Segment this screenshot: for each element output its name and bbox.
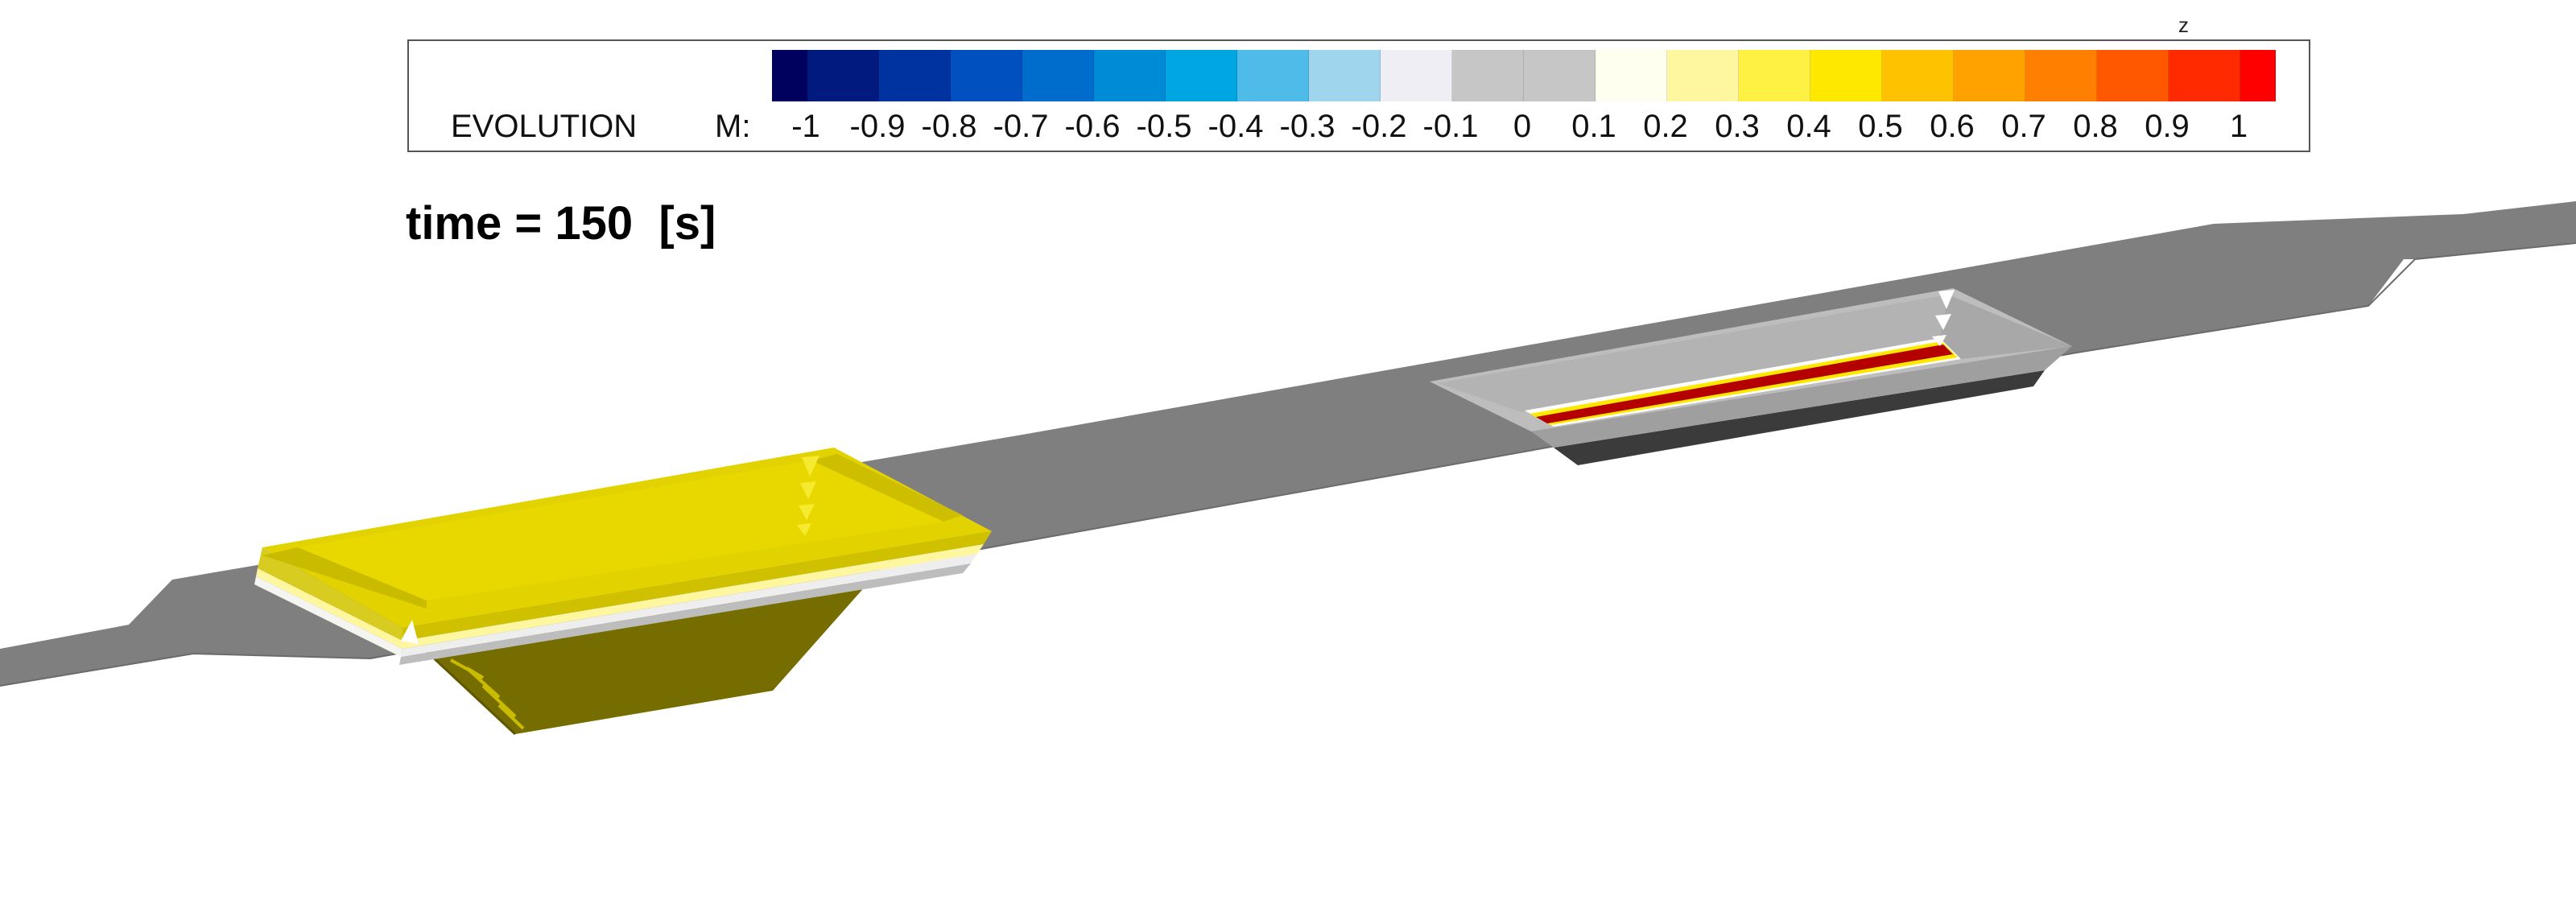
time-label: time = 150 [s] xyxy=(406,197,716,250)
legend-tick-label: 1 xyxy=(2229,109,2248,144)
legend-swatch xyxy=(1810,50,1882,101)
right-pit-underside xyxy=(1554,370,2045,465)
legend-swatch xyxy=(1094,50,1166,101)
legend-swatch xyxy=(1237,50,1309,101)
legend-tick-label: -0.2 xyxy=(1351,109,1407,144)
legend-tick-label: -0.4 xyxy=(1208,109,1264,144)
legend-swatch xyxy=(807,50,879,101)
legend-tick-label: 0.2 xyxy=(1643,109,1688,144)
legend-tick-label: 0.1 xyxy=(1571,109,1616,144)
legend-swatch xyxy=(1667,50,1739,101)
legend-swatch xyxy=(1166,50,1237,101)
legend-tick-label: -1 xyxy=(791,109,820,144)
time-text: time xyxy=(406,197,502,250)
left-pit xyxy=(254,448,992,736)
legend-swatch xyxy=(1022,50,1094,101)
legend-tick-label: 0.8 xyxy=(2073,109,2118,144)
legend-tick-label: 0.5 xyxy=(1858,109,1903,144)
legend-swatch xyxy=(1739,50,1810,101)
legend-tick-label: 0.6 xyxy=(1930,109,1975,144)
legend-swatches xyxy=(772,50,2276,101)
seabed-edge xyxy=(0,242,2576,687)
legend-title: EVOLUTION xyxy=(451,109,638,144)
legend-swatch xyxy=(1309,50,1381,101)
color-legend: EVOLUTION M: -1 -0.9 -0.8 -0.7 -0.6 -0.5 -0.4-… xyxy=(407,39,2310,152)
legend-swatch xyxy=(879,50,951,101)
legend-swatch xyxy=(1954,50,2025,101)
legend-swatch xyxy=(1596,50,1667,101)
legend-swatch xyxy=(2169,50,2240,101)
legend-tick-label: 0.7 xyxy=(2001,109,2046,144)
legend-tick-label: 0 xyxy=(1513,109,1532,144)
legend-tick-label: 0.3 xyxy=(1715,109,1760,144)
legend-tick-label: -0.5 xyxy=(1136,109,1192,144)
right-pit xyxy=(1430,288,2072,465)
legend-tick-label: -0.3 xyxy=(1279,109,1335,144)
legend-swatch xyxy=(772,50,807,101)
z-axis-label: z xyxy=(2178,13,2189,37)
legend-swatch xyxy=(2240,50,2276,101)
legend-swatch xyxy=(1524,50,1596,101)
legend-tick-label: -0.1 xyxy=(1422,109,1479,144)
legend-tick-label: 0.4 xyxy=(1786,109,1831,144)
legend-swatch xyxy=(2025,50,2097,101)
legend-tick-label: -0.7 xyxy=(993,109,1049,144)
legend-swatch xyxy=(1381,50,1452,101)
legend-swatch xyxy=(1452,50,1524,101)
time-value: 150 xyxy=(555,197,634,250)
legend-variable: M: xyxy=(715,109,751,144)
left-pit-underside xyxy=(419,563,886,734)
legend-swatch xyxy=(1882,50,1954,101)
left-pit-floor xyxy=(298,460,943,601)
right-pit-trench xyxy=(1536,345,1953,423)
legend-tick-label: -0.9 xyxy=(849,109,906,144)
time-unit: [s] xyxy=(658,197,716,250)
legend-tick-label: -0.6 xyxy=(1064,109,1121,144)
legend-swatch xyxy=(2097,50,2169,101)
legend-tick-label: 0.9 xyxy=(2145,109,2190,144)
legend-swatch xyxy=(951,50,1022,101)
legend-tick-label: -0.8 xyxy=(921,109,977,144)
